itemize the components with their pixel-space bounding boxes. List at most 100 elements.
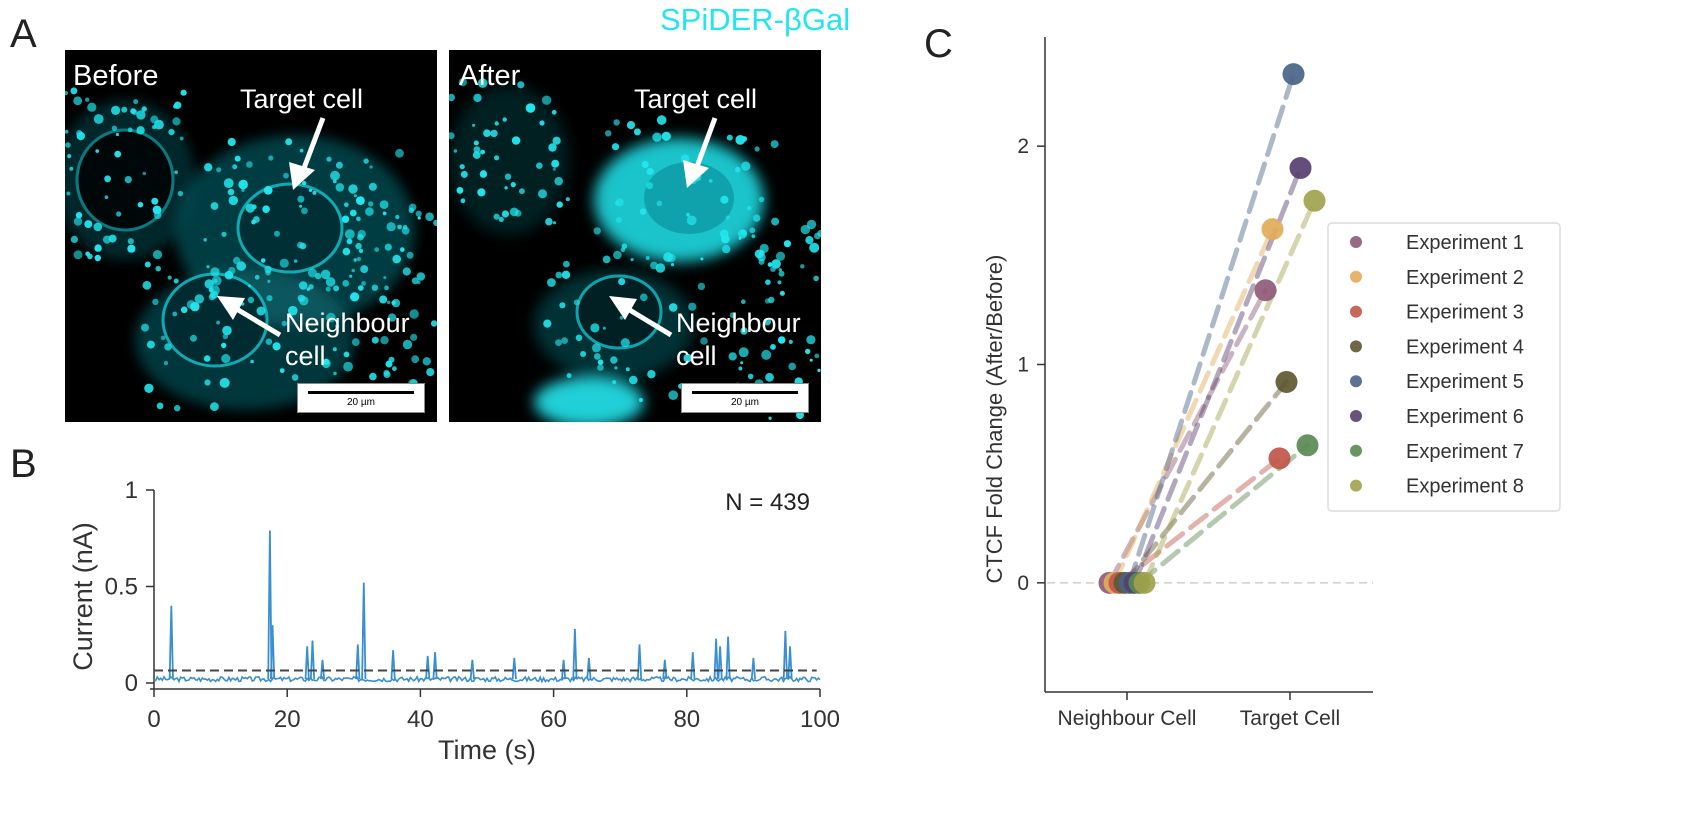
- target-point: [1275, 370, 1298, 393]
- target-cell-label-before: Target cell: [240, 84, 364, 114]
- current-spike: [361, 582, 367, 680]
- panel-letter-a: A: [10, 12, 37, 56]
- connector-line: [1127, 71, 1296, 586]
- current-spike: [725, 636, 731, 680]
- x-tick-label: 20: [274, 706, 301, 733]
- x-tick-label: 60: [540, 706, 567, 733]
- legend-marker: [1350, 270, 1362, 283]
- current-spike: [355, 644, 361, 680]
- legend-label: Experiment 7: [1406, 441, 1524, 463]
- target-point: [1261, 218, 1284, 241]
- legend-label: Experiment 5: [1406, 371, 1524, 393]
- neighbour-label-line1: Neighbour: [285, 308, 410, 338]
- y-tick-label: 0: [125, 670, 138, 697]
- y-tick-label: 1: [1017, 354, 1029, 377]
- legend-marker: [1350, 340, 1362, 353]
- connector-line: [1122, 379, 1289, 586]
- current-spike: [662, 659, 668, 680]
- sample-count-annotation: N = 439: [725, 489, 810, 516]
- y-tick-label: 0.5: [105, 574, 138, 601]
- target-cell-label-after: Target cell: [634, 84, 758, 114]
- scalebar-before: 20 µm: [297, 383, 425, 413]
- current-spike: [309, 640, 316, 680]
- connector-line: [1117, 455, 1282, 586]
- micrograph-after: After Target cell Neighbour cell 20 µm: [449, 50, 821, 422]
- legend-marker: [1350, 410, 1362, 422]
- legend-box: [1327, 222, 1561, 512]
- current-trace-chart: 0 0.5 1 0 20 40 60 80 100 Time (s) Current (nA) N =…: [68, 477, 840, 765]
- y-tick-label: 0: [1017, 572, 1029, 595]
- current-spike: [717, 646, 723, 680]
- neighbour-cell-label-after: Neighbour cell: [676, 307, 801, 373]
- scalebar-label-before: 20 µm: [347, 397, 375, 408]
- neighbour-label-line1-after: Neighbour: [676, 308, 801, 338]
- legend-label: Experiment 1: [1406, 232, 1524, 254]
- legend-marker: [1350, 479, 1362, 492]
- current-spike: [636, 644, 643, 680]
- current-spike: [690, 652, 696, 680]
- legend: Experiment 1 Experiment 2 Experiment 3 Expe…: [1327, 222, 1561, 512]
- current-spike: [511, 657, 517, 680]
- stain-label: SPiDER-βGal: [660, 2, 851, 37]
- current-spike: [168, 605, 174, 680]
- current-spike: [267, 530, 273, 680]
- current-spike: [750, 657, 756, 680]
- current-spike: [304, 646, 310, 680]
- target-point: [1303, 189, 1326, 212]
- neighbour-cell-label-before: Neighbour cell: [285, 307, 410, 373]
- legend-label: Experiment 8: [1406, 476, 1524, 498]
- y-axis-title: Current (nA): [68, 522, 98, 671]
- target-point: [1254, 279, 1277, 302]
- x-tick-label: Neighbour Cell: [1058, 707, 1197, 730]
- current-spike: [787, 646, 793, 680]
- current-trace-baseline: [153, 674, 821, 684]
- panel-letter-c: C: [924, 22, 953, 66]
- target-point: [1289, 157, 1312, 179]
- y-tick-label: 2: [1017, 135, 1029, 158]
- target-point: [1282, 63, 1305, 86]
- y-axis-title: CTCF Fold Change (After/Before): [982, 255, 1007, 584]
- after-label: After: [459, 60, 521, 92]
- legend-marker: [1350, 236, 1362, 248]
- current-spike: [561, 659, 567, 680]
- current-spike: [572, 628, 578, 680]
- scalebar-after: 20 µm: [681, 383, 809, 413]
- micrograph-before: Before Target cell Neighbour cell 20 µm: [65, 50, 437, 422]
- x-tick-label: 0: [147, 706, 160, 733]
- micrograph-after-image: [449, 78, 821, 422]
- legend-label: Experiment 6: [1406, 406, 1524, 428]
- neighbour-label-line2: cell: [285, 341, 326, 371]
- current-spike: [586, 657, 592, 680]
- before-label: Before: [73, 60, 159, 92]
- connector-line: [1142, 198, 1317, 586]
- fold-change-chart: 0 1 2 Neighbour Cell Target Cell CTCF Fold Ch…: [982, 37, 1561, 730]
- x-tick-label: 100: [800, 706, 840, 733]
- current-spike: [782, 630, 788, 680]
- legend-marker: [1350, 444, 1362, 457]
- x-tick-label: 40: [407, 706, 434, 733]
- x-tick-label: Target Cell: [1240, 707, 1340, 730]
- current-spike: [269, 625, 276, 680]
- legend-marker: [1350, 375, 1362, 388]
- current-spike: [390, 650, 396, 680]
- legend-label: Experiment 4: [1406, 336, 1524, 358]
- current-spike: [319, 659, 326, 680]
- connector-line: [1107, 287, 1268, 586]
- current-spike: [432, 652, 438, 680]
- current-spike: [425, 655, 431, 680]
- connector-line: [1112, 226, 1275, 586]
- target-point: [1296, 434, 1319, 457]
- current-spike: [713, 638, 719, 680]
- legend-marker: [1350, 305, 1362, 318]
- panel-letter-b: B: [10, 442, 37, 486]
- x-tick-label: 80: [673, 706, 700, 733]
- x-axis-title: Time (s): [438, 735, 536, 765]
- micrograph-before-image: [65, 87, 437, 412]
- y-tick-label: 1: [125, 477, 138, 504]
- neighbour-point: [1133, 571, 1156, 594]
- scalebar-label-after: 20 µm: [731, 397, 759, 408]
- legend-label: Experiment 3: [1406, 302, 1524, 324]
- current-spike: [469, 659, 475, 680]
- neighbour-label-line2-after: cell: [676, 341, 717, 371]
- legend-label: Experiment 2: [1406, 267, 1524, 289]
